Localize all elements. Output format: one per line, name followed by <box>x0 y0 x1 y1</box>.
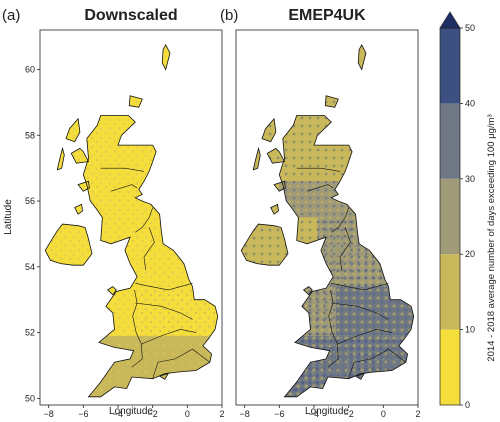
colorbar-segment <box>440 329 460 405</box>
region-border <box>131 344 143 368</box>
coastline <box>261 117 277 143</box>
coastline <box>56 146 65 171</box>
coastline <box>252 146 261 171</box>
coastline <box>302 286 313 296</box>
colorbar-segment <box>440 28 460 104</box>
region-border <box>331 302 389 320</box>
region-border <box>296 167 341 172</box>
coastline <box>278 115 415 398</box>
colorbar-segment <box>440 254 460 330</box>
x-tick-label: −8 <box>44 409 54 417</box>
region-border <box>143 227 155 271</box>
colorbar-tick-label: 20 <box>465 249 475 259</box>
x-tick-label: 2 <box>415 409 420 417</box>
panel-b-label: (b) <box>220 7 238 24</box>
x-tick-label: −6 <box>274 409 284 417</box>
colorbar-tick-label: 50 <box>465 23 475 33</box>
region-border <box>307 184 334 192</box>
region-border <box>327 344 339 368</box>
coastline <box>158 372 170 380</box>
colorbar-segment <box>440 103 460 179</box>
y-tick-label: 60 <box>25 64 35 74</box>
x-tick-label: −4 <box>113 409 123 417</box>
colorbar-tick-label: 0 <box>465 400 470 410</box>
region-border <box>152 348 211 379</box>
colorbar-tick-label: 30 <box>465 174 475 184</box>
region-border <box>328 289 338 345</box>
colorbar-tick-label: 10 <box>465 325 475 335</box>
coastline <box>74 203 83 215</box>
region-border <box>331 207 349 233</box>
panel-a-xlabel: Longitude <box>109 406 153 417</box>
x-tick-label: −8 <box>240 409 250 417</box>
coastline <box>128 95 143 108</box>
x-tick-label: −4 <box>309 409 319 417</box>
region-border <box>348 348 407 379</box>
y-tick-label: 56 <box>25 196 35 206</box>
region-border <box>132 289 142 345</box>
region-border <box>141 328 197 345</box>
x-tick-label: 0 <box>381 409 386 417</box>
panel-b-xlabel: Longitude <box>305 406 349 417</box>
panel-a-title: Downscaled <box>84 7 177 24</box>
coastline <box>270 203 279 215</box>
colorbar-segment <box>440 178 460 255</box>
panel-b-title: EMEP4UK <box>288 7 366 24</box>
colorbar-frame <box>439 27 461 406</box>
x-tick-label: −6 <box>78 409 88 417</box>
region-border <box>331 283 389 291</box>
region-border <box>111 184 138 192</box>
y-tick-label: 52 <box>25 328 35 338</box>
panel-b-axes: −8 −6 −4 −2 0 2 <box>240 405 421 419</box>
x-tick-label: 0 <box>185 409 190 417</box>
y-tick-label: 58 <box>25 130 35 140</box>
coastline <box>357 43 367 71</box>
coastline <box>324 95 339 108</box>
colorbar-label: 2014 - 2018 average number of days excee… <box>486 114 497 361</box>
region-border <box>339 227 351 271</box>
x-tick-label: −2 <box>148 409 158 417</box>
colorbar-extend-arrow <box>439 11 461 29</box>
panel-a-label: (a) <box>2 7 20 24</box>
region-border <box>100 167 145 172</box>
y-tick-label: 54 <box>25 262 35 272</box>
coastline <box>354 372 366 380</box>
coastline <box>44 223 93 266</box>
coastline <box>161 43 171 71</box>
coastline <box>82 115 219 398</box>
region-border <box>135 283 193 291</box>
colorbar-tick-label: 40 <box>465 98 475 108</box>
x-tick-label: 2 <box>219 409 224 417</box>
colorbar: 0 10 20 30 40 50 <box>439 11 475 410</box>
region-border <box>337 328 393 345</box>
x-tick-label: −2 <box>344 409 354 417</box>
panel-a-axes: −8 −6 −4 −2 0 2 50 52 54 56 58 60 <box>25 64 225 419</box>
coastline <box>266 147 286 164</box>
coastline <box>240 223 289 266</box>
y-tick-label: 50 <box>25 393 35 403</box>
region-border <box>135 207 153 233</box>
coastline <box>65 117 81 143</box>
coastline <box>70 147 90 164</box>
region-border <box>135 302 193 320</box>
coastline <box>106 286 117 296</box>
coastline <box>273 180 286 192</box>
panel-a-ylabel: Latitude <box>3 199 14 235</box>
coastline <box>77 180 90 192</box>
